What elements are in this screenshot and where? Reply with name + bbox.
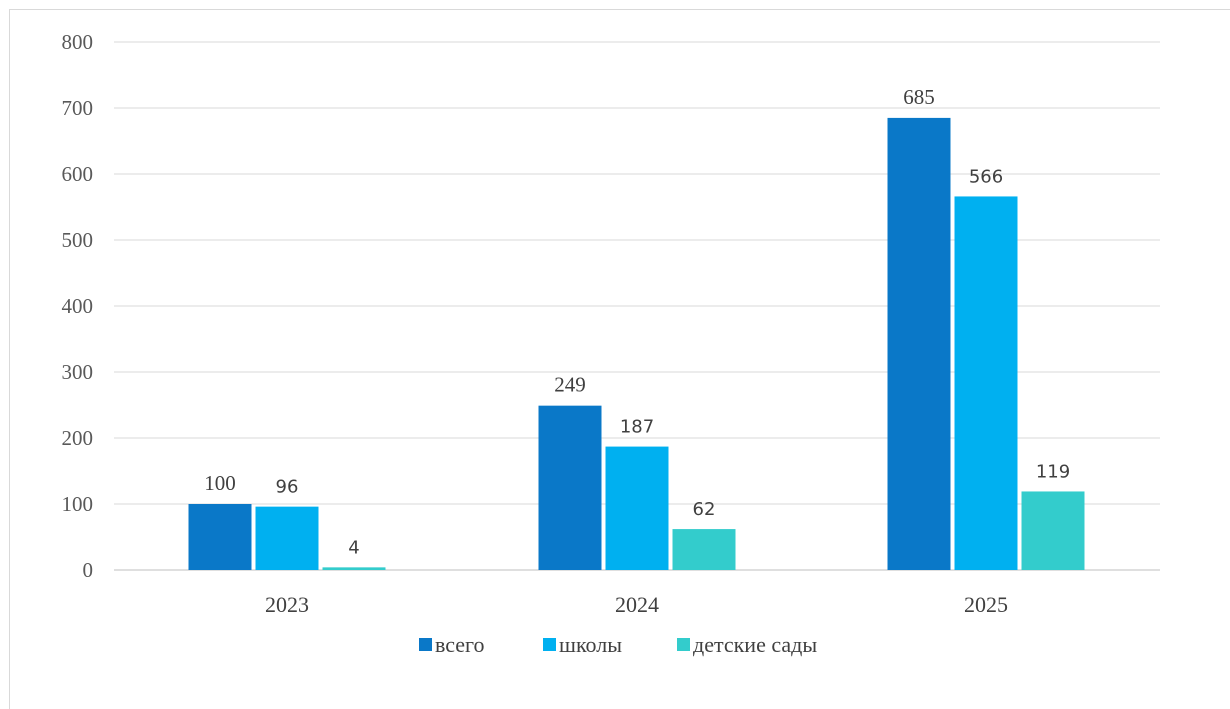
y-tick-label: 200 — [62, 426, 94, 450]
y-tick-label: 300 — [62, 360, 94, 384]
bar-2023-series-1 — [255, 506, 319, 570]
legend-label: всего — [435, 632, 485, 657]
x-tick-label: 2024 — [615, 592, 659, 617]
data-label: 4 — [348, 537, 359, 558]
y-tick-label: 600 — [62, 162, 94, 186]
y-tick-label: 100 — [62, 492, 94, 516]
bar-2024-series-1 — [605, 446, 669, 570]
bar-2023-series-0 — [188, 504, 252, 570]
legend-swatch — [419, 638, 432, 651]
data-label: 100 — [204, 471, 236, 495]
y-tick-label: 500 — [62, 228, 94, 252]
data-label: 96 — [276, 477, 299, 498]
x-tick-label: 2025 — [964, 592, 1008, 617]
data-label: 685 — [903, 85, 935, 109]
y-tick-label: 0 — [83, 558, 94, 582]
x-tick-label: 2023 — [265, 592, 309, 617]
legend-swatch — [543, 638, 556, 651]
bar-2024-series-0 — [538, 405, 602, 570]
data-label: 566 — [969, 166, 1003, 187]
bar-2024-series-2 — [672, 529, 736, 570]
legend-label: школы — [559, 632, 622, 657]
bar-2025-series-0 — [887, 117, 951, 571]
y-tick-label: 400 — [62, 294, 94, 318]
bar-2023-series-2 — [322, 567, 386, 570]
bar-2025-series-1 — [954, 196, 1018, 570]
chart-frame — [9, 9, 1230, 709]
bar-chart: 0 100 200 300 400 500 600 700 800 100 96 4 2023 249 18… — [62, 30, 1160, 657]
data-label: 249 — [554, 373, 586, 397]
bar-2025-series-2 — [1021, 491, 1085, 570]
legend-swatch — [677, 638, 690, 651]
data-label: 62 — [693, 499, 716, 520]
data-label: 119 — [1036, 461, 1070, 482]
data-label: 187 — [620, 417, 654, 438]
legend-label: детские сады — [693, 632, 817, 657]
y-tick-label: 700 — [62, 96, 94, 120]
y-tick-label: 800 — [62, 30, 94, 54]
